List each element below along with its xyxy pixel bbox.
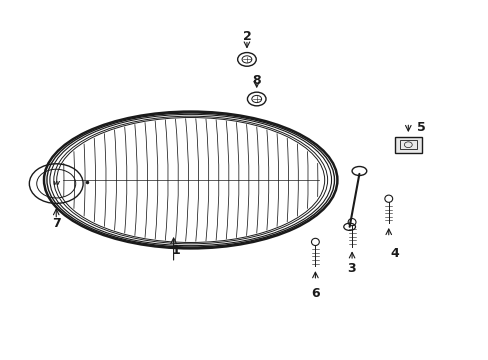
Text: W: W	[53, 181, 60, 186]
Text: 4: 4	[390, 247, 399, 260]
Text: 5: 5	[416, 121, 425, 134]
Text: 1: 1	[171, 244, 180, 257]
Text: 3: 3	[346, 262, 355, 275]
FancyBboxPatch shape	[394, 137, 421, 153]
Text: 2: 2	[242, 30, 251, 42]
Ellipse shape	[404, 142, 411, 148]
Text: 7: 7	[52, 217, 61, 230]
Text: 8: 8	[252, 75, 261, 87]
Text: 6: 6	[310, 287, 319, 300]
